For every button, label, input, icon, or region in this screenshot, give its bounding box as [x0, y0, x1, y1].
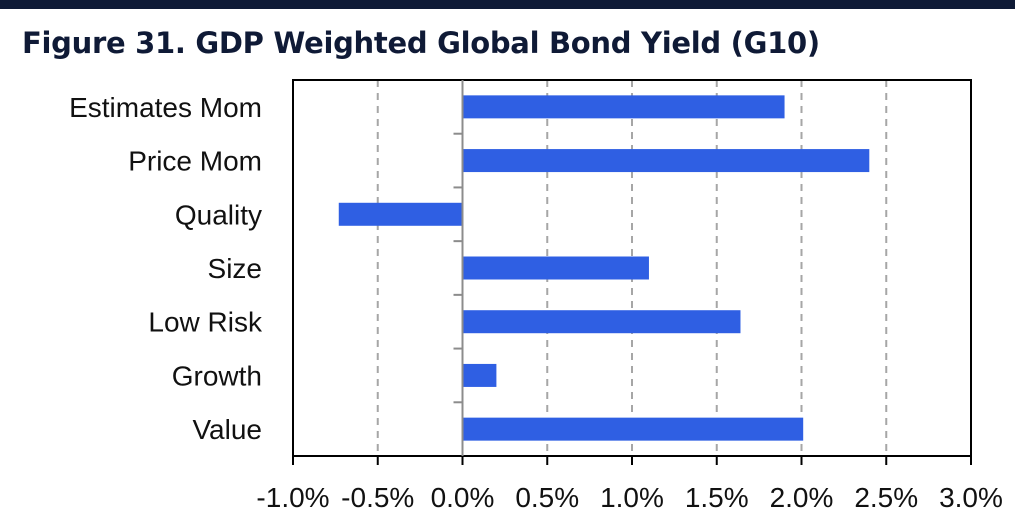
axes	[292, 79, 972, 465]
bars	[338, 95, 870, 441]
category-label: Quality	[175, 199, 262, 230]
chart-title: Figure 31. GDP Weighted Global Bond Yiel…	[22, 26, 820, 60]
category-label: Size	[208, 253, 262, 284]
x-tick-label: 1.5%	[685, 482, 749, 513]
category-label: Value	[192, 414, 262, 445]
x-tick-label: 0.0%	[431, 482, 495, 513]
x-tick-label: 2.5%	[854, 482, 918, 513]
bar-size	[462, 256, 649, 280]
category-label: Estimates Mom	[69, 92, 262, 123]
x-tick-label: 2.0%	[770, 482, 834, 513]
tick-labels: -1.0% -0.5% 0.0% 0.5% 1.0% 1.5% 2.0% 2.5% 3.0%	[256, 482, 1002, 513]
bar-growth	[462, 363, 497, 387]
category-label: Price Mom	[128, 146, 262, 177]
bar-quality	[338, 202, 463, 226]
x-tick-label: -1.0%	[256, 482, 329, 513]
x-tick-label: 0.5%	[515, 482, 579, 513]
category-labels: Estimates Mom Price Mom Quality Size Low Ris…	[69, 92, 263, 445]
bar-value	[462, 417, 804, 441]
category-label: Growth	[172, 360, 262, 391]
category-label: Low Risk	[148, 307, 263, 338]
bar-estimates-mom	[462, 95, 785, 119]
bar-price-mom	[462, 149, 870, 173]
x-tick-label: 3.0%	[939, 482, 1003, 513]
x-tick-label: -0.5%	[341, 482, 414, 513]
bar-low-risk	[462, 310, 741, 334]
top-rule	[0, 0, 1015, 9]
x-tick-label: 1.0%	[600, 482, 664, 513]
